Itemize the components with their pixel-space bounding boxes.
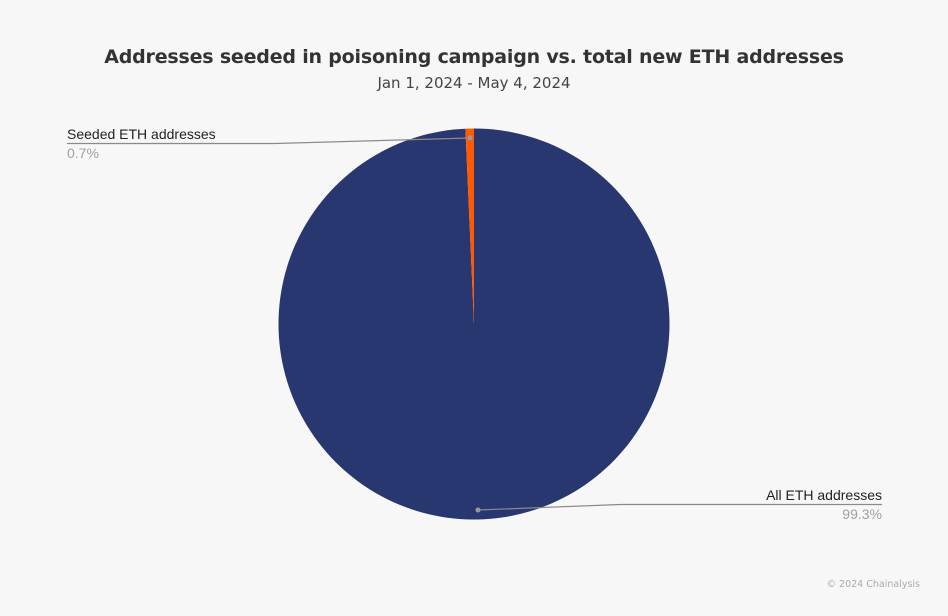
all-marker-dot xyxy=(475,507,481,513)
pie-slices xyxy=(278,128,670,520)
leader-lines xyxy=(67,137,882,511)
seeded-label: Seeded ETH addresses xyxy=(67,126,216,142)
all-label: All ETH addresses xyxy=(766,487,882,503)
all-leader-line xyxy=(477,503,882,511)
chart-title: Addresses seeded in poisoning campaign v… xyxy=(104,46,844,68)
all-percent: 99.3% xyxy=(842,506,882,522)
slice-all-eth-addresses[interactable] xyxy=(278,128,670,520)
chart-subtitle: Jan 1, 2024 - May 4, 2024 xyxy=(377,74,571,92)
slice-seeded-eth-addresses[interactable] xyxy=(465,128,474,325)
copyright: © 2024 Chainalysis xyxy=(826,579,920,590)
seeded-percent: 0.7% xyxy=(67,145,99,161)
seeded-marker-dot xyxy=(467,135,473,141)
seeded-leader-line xyxy=(67,137,471,145)
